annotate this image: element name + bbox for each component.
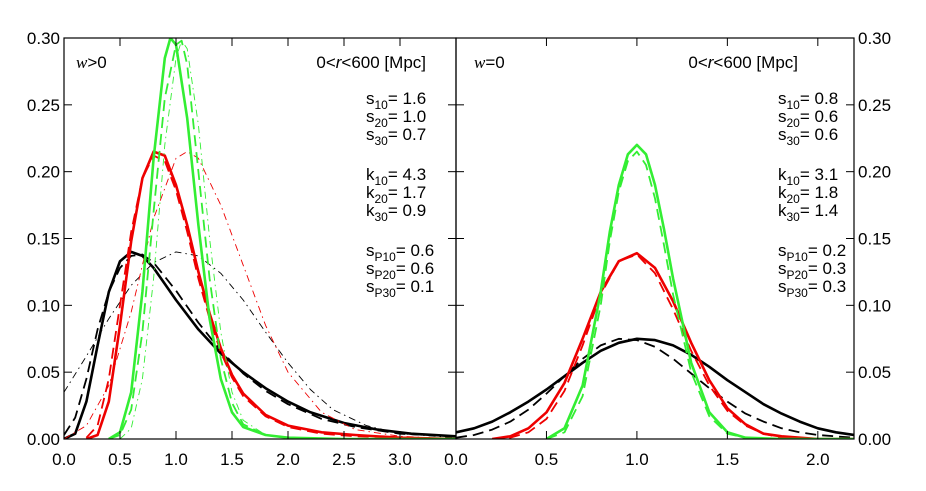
left-corner-label: w>0 bbox=[76, 53, 107, 72]
right-stat-4: k20= 1.8 bbox=[778, 183, 838, 206]
right-range-post: <600 [Mpc] bbox=[713, 53, 798, 72]
left-y-tick-label: 0.25 bbox=[27, 96, 60, 115]
left-stat-1: s20= 1.0 bbox=[366, 107, 426, 130]
right-series-5-line bbox=[546, 150, 854, 439]
right-range-pre: 0< bbox=[688, 53, 707, 72]
right-curves bbox=[456, 143, 854, 439]
left-stat-4: k20= 1.7 bbox=[366, 183, 426, 206]
left-x-tick-label: 0.5 bbox=[108, 450, 132, 469]
right-y-tick-label: 0.05 bbox=[858, 363, 891, 382]
right-x-tick-label: 0.0 bbox=[444, 450, 468, 469]
left-y-tick-label: 0.10 bbox=[27, 296, 60, 315]
right-series-3-line bbox=[492, 253, 854, 439]
left-series-2-line bbox=[64, 251, 456, 439]
left-series-3-line bbox=[85, 150, 456, 439]
right-stat-2: s30= 0.6 bbox=[778, 125, 838, 148]
left-y-tick-label: 0.30 bbox=[27, 29, 60, 48]
left-series-7-line bbox=[108, 39, 456, 439]
left-y-tick-label: 0.15 bbox=[27, 230, 60, 249]
right-corner-rest: =0 bbox=[485, 53, 504, 72]
right-x-tick-label: 0.5 bbox=[535, 450, 559, 469]
right-x-tick-label: 2.0 bbox=[806, 450, 830, 469]
left-series-5-line bbox=[64, 151, 456, 439]
right-y-tick-label: 0.10 bbox=[858, 296, 891, 315]
right-corner-label: w=0 bbox=[474, 53, 505, 72]
left-y-tick-label: 0.00 bbox=[27, 430, 60, 449]
right-stat-8: sP30= 0.3 bbox=[778, 277, 846, 300]
right-y-tick-label: 0.00 bbox=[858, 430, 891, 449]
left-range-label: 0<r<600 [Mpc] bbox=[316, 53, 426, 72]
left-x-tick-label: 2.0 bbox=[276, 450, 300, 469]
left-x-tick-label: 3.0 bbox=[388, 450, 412, 469]
left-range-pre: 0< bbox=[316, 53, 335, 72]
right-corner-italic: w bbox=[474, 53, 486, 72]
right-stat-1: s20= 0.6 bbox=[778, 107, 838, 130]
right-series-1-line bbox=[456, 337, 854, 439]
left-curves bbox=[64, 38, 456, 439]
left-series-1-line bbox=[64, 253, 456, 438]
left-ticks: 0.0 0.5 1.0 1.5 2.0 2.5 3.0 0.00 0.05 0.10 0.15 0.2… bbox=[27, 29, 456, 469]
left-series-0-line bbox=[64, 250, 456, 439]
left-series-8-line bbox=[119, 40, 345, 439]
right-range-italic: r bbox=[708, 53, 715, 72]
left-stat-7: sP20= 0.6 bbox=[366, 259, 434, 282]
right-ticks: 0.0 0.5 1.0 1.5 2.0 0.00 0.05 0.10 0.15 0.20 0.25 0… bbox=[444, 29, 891, 469]
left-range-post: <600 [Mpc] bbox=[341, 53, 426, 72]
right-y-tick-label: 0.25 bbox=[858, 96, 891, 115]
right-y-tick-label: 0.20 bbox=[858, 163, 891, 182]
left-x-tick-label: 2.5 bbox=[332, 450, 356, 469]
right-stat-0: s10= 0.8 bbox=[778, 89, 838, 112]
left-corner-rest: >0 bbox=[87, 53, 106, 72]
right-stat-3: k10= 3.1 bbox=[778, 165, 838, 188]
right-series-0-line bbox=[456, 337, 854, 437]
right-stat-5: k30= 1.4 bbox=[778, 201, 838, 224]
left-stat-3: k10= 4.3 bbox=[366, 165, 426, 188]
left-stat-2: s30= 0.7 bbox=[366, 125, 426, 148]
left-x-tick-label: 1.0 bbox=[164, 450, 188, 469]
right-y-tick-label: 0.15 bbox=[858, 230, 891, 249]
left-x-tick-label: 0.0 bbox=[52, 450, 76, 469]
right-stat-6: sP10= 0.2 bbox=[778, 241, 846, 264]
right-series-4-line bbox=[545, 143, 854, 439]
left-stat-6: sP10= 0.6 bbox=[366, 241, 434, 264]
left-stat-0: s10= 1.6 bbox=[366, 89, 426, 112]
left-panel: 0.0 0.5 1.0 1.5 2.0 2.5 3.0 0.00 0.05 0.10 0.15 0.2… bbox=[27, 29, 457, 469]
left-series-4-line bbox=[85, 154, 456, 439]
left-x-tick-label: 1.5 bbox=[220, 450, 244, 469]
left-y-tick-label: 0.05 bbox=[27, 363, 60, 382]
left-corner-italic: w bbox=[76, 53, 88, 72]
right-panel: 0.0 0.5 1.0 1.5 2.0 0.00 0.05 0.10 0.15 0.20 0.25 0… bbox=[444, 29, 891, 469]
right-range-label: 0<r<600 [Mpc] bbox=[688, 53, 798, 72]
right-x-tick-label: 1.0 bbox=[625, 450, 649, 469]
right-x-tick-label: 1.5 bbox=[716, 450, 740, 469]
left-y-tick-label: 0.20 bbox=[27, 163, 60, 182]
right-y-tick-label: 0.30 bbox=[858, 29, 891, 48]
left-stat-8: sP30= 0.1 bbox=[366, 277, 434, 300]
left-range-italic: r bbox=[336, 53, 343, 72]
right-stat-7: sP20= 0.3 bbox=[778, 259, 846, 282]
left-stat-5: k30= 0.9 bbox=[366, 201, 426, 224]
